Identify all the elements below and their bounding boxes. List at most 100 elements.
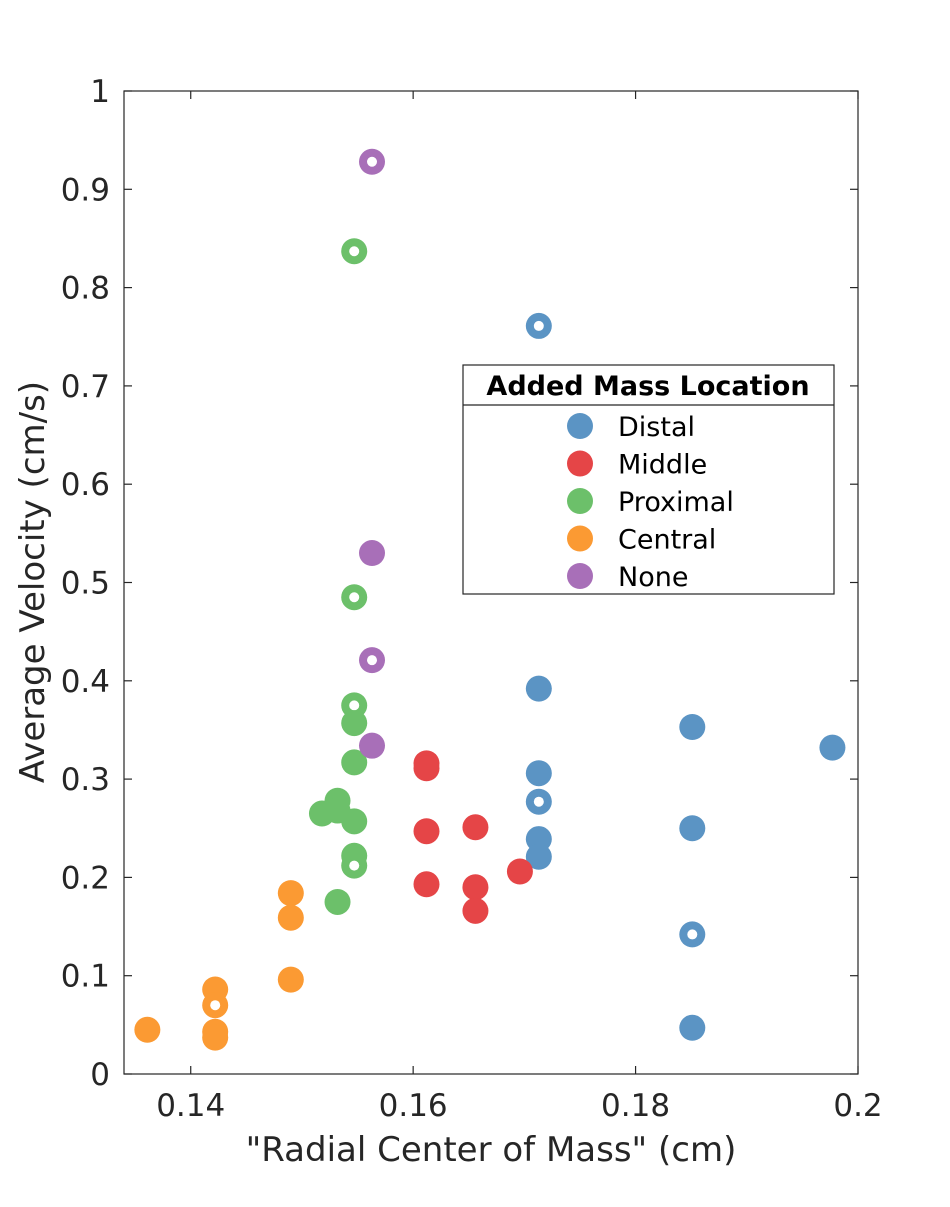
point-marker — [525, 675, 552, 702]
point-hollow-center — [533, 796, 544, 807]
point-hollow-center — [349, 246, 360, 257]
data-point-none — [359, 540, 386, 567]
legend-items: Distal Middle Proximal Central None — [567, 412, 734, 593]
data-point-middle — [413, 871, 440, 898]
point-marker — [462, 814, 489, 841]
point-hollow-center — [687, 929, 698, 940]
legend-marker-middle — [567, 450, 593, 477]
data-point-proximal — [324, 888, 351, 915]
data-point-none — [359, 148, 386, 175]
x-tick-label: 0.14 — [156, 1088, 225, 1124]
data-point-none — [359, 647, 386, 674]
point-marker — [359, 732, 386, 759]
data-point-proximal — [341, 852, 368, 879]
data-point-middle — [462, 814, 489, 841]
point-marker — [341, 749, 368, 776]
data-point-proximal — [341, 710, 368, 737]
point-hollow-center — [367, 156, 378, 167]
y-tick-label: 0.9 — [61, 172, 110, 208]
point-marker — [324, 888, 351, 915]
data-point-distal — [525, 843, 552, 870]
y-tick-label: 0.8 — [61, 271, 110, 307]
point-marker — [525, 843, 552, 870]
point-marker — [277, 966, 304, 993]
legend-marker-central — [567, 525, 593, 552]
data-point-none — [359, 732, 386, 759]
legend-label-central: Central — [618, 525, 716, 556]
legend-label-none: None — [618, 562, 688, 593]
data-point-distal — [525, 760, 552, 787]
y-tick-label: 0.1 — [61, 959, 110, 995]
data-point-middle — [506, 858, 533, 885]
x-axis-label: "Radial Center of Mass" (cm) — [246, 1130, 737, 1170]
data-point-distal — [819, 734, 846, 761]
y-tick-label: 0.3 — [61, 762, 110, 798]
y-tick-label: 1 — [90, 74, 110, 110]
legend: Added Mass Location Distal Middle Proximal… — [462, 364, 835, 595]
data-point-middle — [413, 818, 440, 845]
legend-marker-none — [567, 563, 593, 589]
data-point-central — [277, 904, 304, 931]
point-marker — [134, 1016, 161, 1043]
point-marker — [308, 800, 335, 827]
data-point-distal — [679, 1014, 706, 1041]
y-axis-label: Average Velocity (cm/s) — [13, 381, 53, 783]
data-point-central — [202, 1024, 229, 1051]
data-point-distal — [679, 921, 706, 948]
point-marker — [679, 815, 706, 842]
point-marker — [277, 880, 304, 907]
data-point-middle — [462, 897, 489, 924]
data-point-proximal — [308, 800, 335, 827]
point-marker — [462, 874, 489, 901]
point-marker — [359, 540, 386, 567]
point-hollow-center — [349, 700, 360, 711]
point-marker — [819, 734, 846, 761]
y-tick-label: 0.4 — [61, 664, 110, 700]
data-point-distal — [679, 815, 706, 842]
point-marker — [341, 710, 368, 737]
data-point-proximal — [341, 749, 368, 776]
point-hollow-center — [349, 592, 360, 603]
point-marker — [413, 871, 440, 898]
legend-marker-distal — [567, 413, 593, 439]
data-points — [134, 148, 846, 1051]
y-tick-label: 0.6 — [61, 467, 110, 503]
data-point-central — [277, 966, 304, 993]
data-point-middle — [462, 874, 489, 901]
data-point-distal — [679, 714, 706, 741]
legend-label-proximal: Proximal — [618, 487, 734, 518]
axis-ticks: 0.14 0.16 0.18 0.2 0 0.1 0.2 0.3 0.4 0.5 0.6 0.7 0.8… — [61, 74, 883, 1124]
data-point-central — [277, 880, 304, 907]
legend-label-middle: Middle — [618, 450, 707, 481]
legend-title: Added Mass Location — [486, 371, 809, 402]
point-marker — [413, 818, 440, 845]
y-tick-label: 0.7 — [61, 369, 110, 405]
point-marker — [679, 714, 706, 741]
data-point-central — [134, 1016, 161, 1043]
data-point-distal — [525, 675, 552, 702]
data-point-distal — [525, 788, 552, 815]
data-point-proximal — [341, 584, 368, 611]
legend-marker-proximal — [567, 488, 593, 514]
point-marker — [277, 904, 304, 931]
point-marker — [506, 858, 533, 885]
y-tick-label: 0.5 — [61, 566, 110, 602]
y-tick-label: 0 — [90, 1057, 110, 1093]
x-tick-label: 0.16 — [379, 1088, 448, 1124]
point-hollow-center — [533, 320, 544, 331]
point-marker — [462, 897, 489, 924]
data-point-middle — [413, 755, 440, 782]
point-hollow-center — [210, 1000, 221, 1011]
point-marker — [679, 1014, 706, 1041]
data-point-distal — [525, 312, 552, 339]
x-tick-label: 0.18 — [601, 1088, 670, 1124]
legend-box — [462, 364, 835, 595]
x-tick-label: 0.2 — [833, 1088, 882, 1124]
legend-label-distal: Distal — [618, 412, 695, 443]
data-point-proximal — [341, 238, 368, 265]
data-point-central — [202, 992, 229, 1019]
point-hollow-center — [349, 860, 360, 871]
point-hollow-center — [367, 655, 378, 666]
point-marker — [525, 760, 552, 787]
